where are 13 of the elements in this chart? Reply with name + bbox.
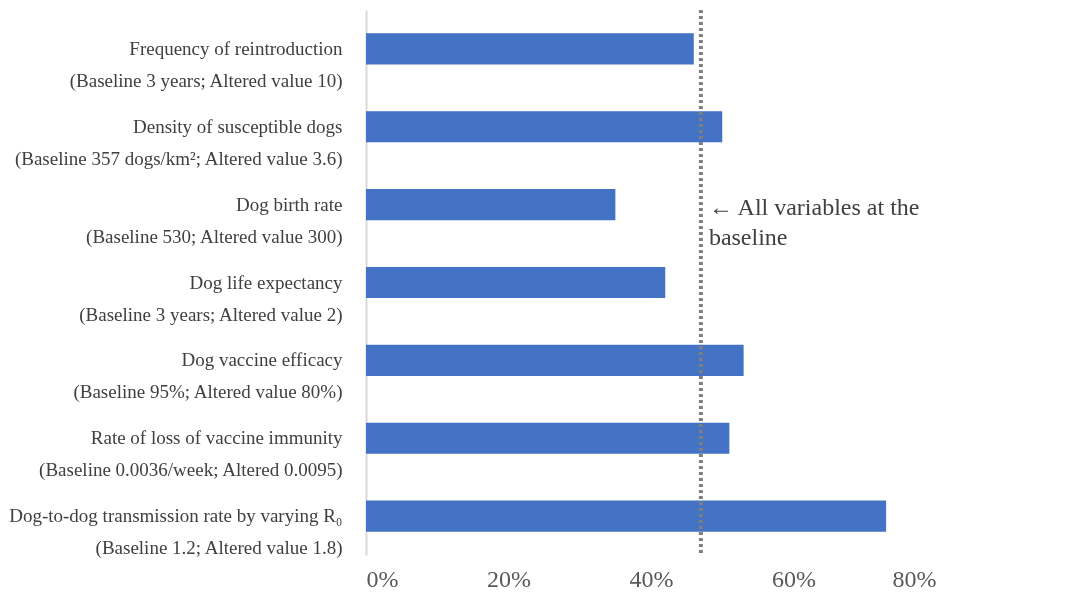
y-tick-label: Rate of loss of vaccine immunity (Baseline 0.0036/week; Altered 0.0095) bbox=[39, 427, 343, 482]
x-tick-label: 0% bbox=[366, 565, 399, 592]
y-tick-label: Dog birth rate (Baseline 530; Altered value 300) bbox=[86, 193, 343, 248]
y-tick-label: Dog vaccine efficacy (Baseline 95%; Altered value 80%) bbox=[73, 349, 343, 404]
y-tick-label: Dog life expectancy (Baseline 3 years; Altered value 2) bbox=[79, 271, 343, 326]
x-tick-label: 20% bbox=[487, 565, 531, 592]
ref-line-label: ← All variables at the baseline bbox=[708, 194, 920, 250]
y-tick-label: Frequency of reintroduction (Baseline 3 years; Altered value 10) bbox=[69, 37, 343, 92]
x-tick-label: 80% bbox=[892, 565, 937, 592]
x-tick-label: 60% bbox=[772, 565, 816, 592]
y-tick-label: Dog-to-dog transmission rate by varying R₀ (Baseline 1.2; Altered value 1.8) bbox=[9, 505, 343, 560]
x-tick-label: 40% bbox=[629, 565, 674, 592]
y-tick-label: Density of susceptible dogs (Baseline 357 dogs/km²; Altered value 3.6) bbox=[14, 115, 343, 170]
